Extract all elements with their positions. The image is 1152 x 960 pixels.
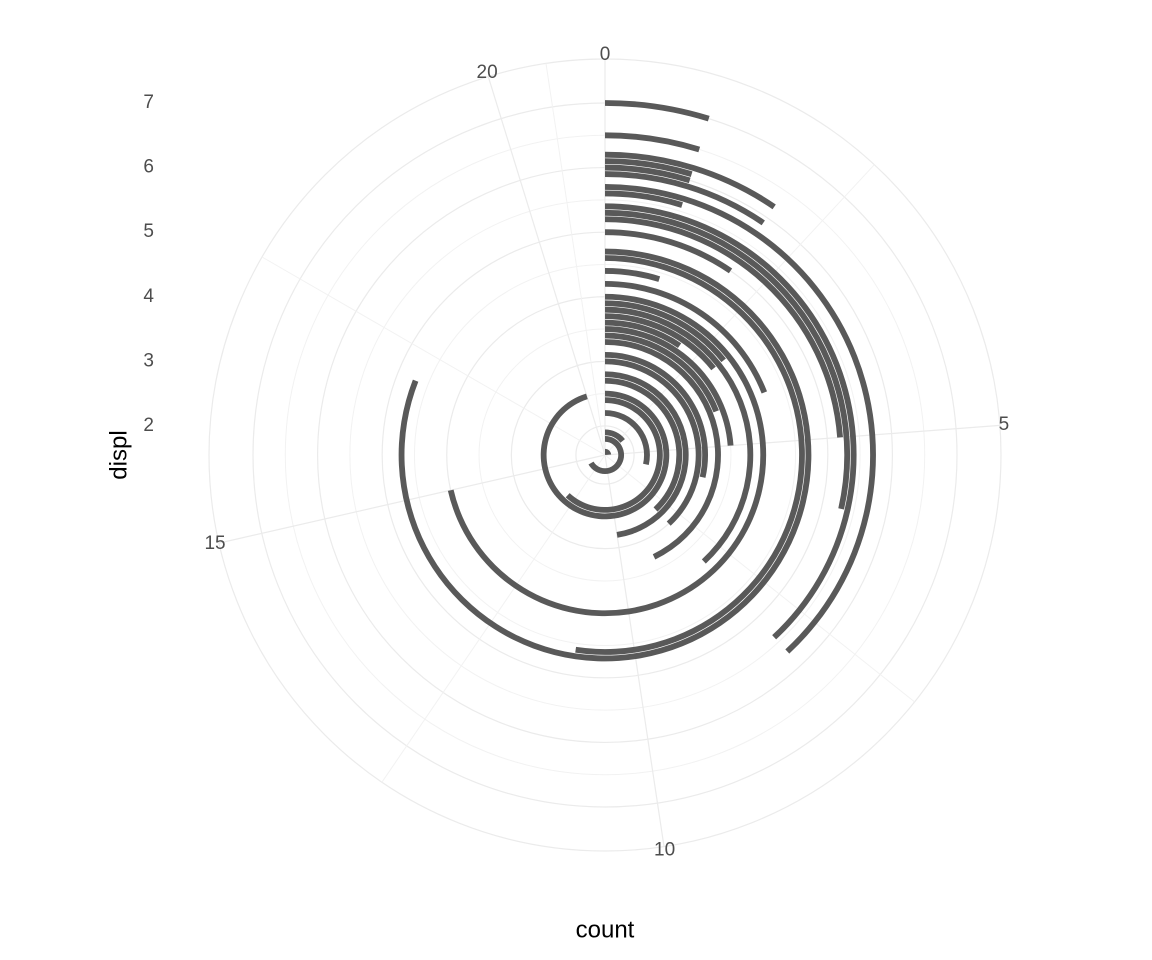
bar — [605, 100, 710, 122]
bar — [605, 319, 682, 349]
grid-spoke-minor — [545, 63, 606, 456]
bar — [605, 171, 765, 226]
theta-tick-label: 15 — [204, 533, 225, 554]
theta-tick-label: 10 — [654, 840, 675, 861]
bar — [565, 397, 663, 513]
theta-tick-label: 5 — [999, 414, 1010, 435]
grid-spoke — [487, 76, 606, 456]
x-axis-title: count — [576, 916, 635, 943]
bar — [605, 429, 625, 443]
bar — [605, 332, 719, 413]
r-tick-label: 3 — [143, 350, 154, 371]
bar — [605, 268, 661, 282]
grid-spoke — [218, 454, 606, 544]
r-tick-label: 2 — [143, 415, 154, 436]
bar — [605, 410, 650, 465]
y-axis-title: displ — [105, 430, 132, 479]
bar — [605, 300, 726, 363]
r-tick-label: 5 — [143, 221, 154, 242]
theta-tick-label: 20 — [477, 62, 498, 83]
bar — [605, 158, 693, 177]
bar — [588, 435, 625, 475]
bar — [605, 313, 716, 371]
bar — [605, 377, 683, 512]
bar — [605, 229, 733, 274]
bar — [605, 280, 768, 394]
bar — [605, 151, 776, 210]
bar — [605, 190, 683, 208]
theta-tick-label: 0 — [600, 44, 611, 65]
grid — [208, 58, 1002, 852]
bar — [605, 132, 701, 153]
bars — [398, 100, 876, 662]
bar — [605, 326, 734, 446]
grid-spoke-minor — [381, 454, 606, 783]
grid-spoke-minor — [261, 256, 606, 456]
r-tick-label: 7 — [143, 92, 154, 113]
bar — [605, 358, 702, 526]
r-tick-label: 4 — [143, 286, 154, 307]
r-tick-label: 6 — [143, 157, 154, 178]
bar — [605, 164, 691, 184]
bar — [605, 448, 612, 455]
